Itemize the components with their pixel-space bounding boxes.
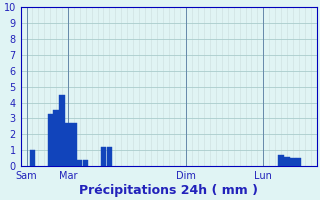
Bar <box>65 123 71 166</box>
Bar <box>83 160 88 166</box>
Bar <box>77 160 83 166</box>
Bar <box>53 110 59 166</box>
Bar <box>30 150 35 166</box>
Bar <box>290 158 295 166</box>
Bar <box>101 147 106 166</box>
Bar <box>59 95 65 166</box>
Bar <box>47 114 53 166</box>
Bar <box>71 123 76 166</box>
X-axis label: Précipitations 24h ( mm ): Précipitations 24h ( mm ) <box>79 184 258 197</box>
Bar <box>278 155 284 166</box>
Bar <box>296 158 301 166</box>
Bar <box>107 147 112 166</box>
Bar <box>284 157 290 166</box>
